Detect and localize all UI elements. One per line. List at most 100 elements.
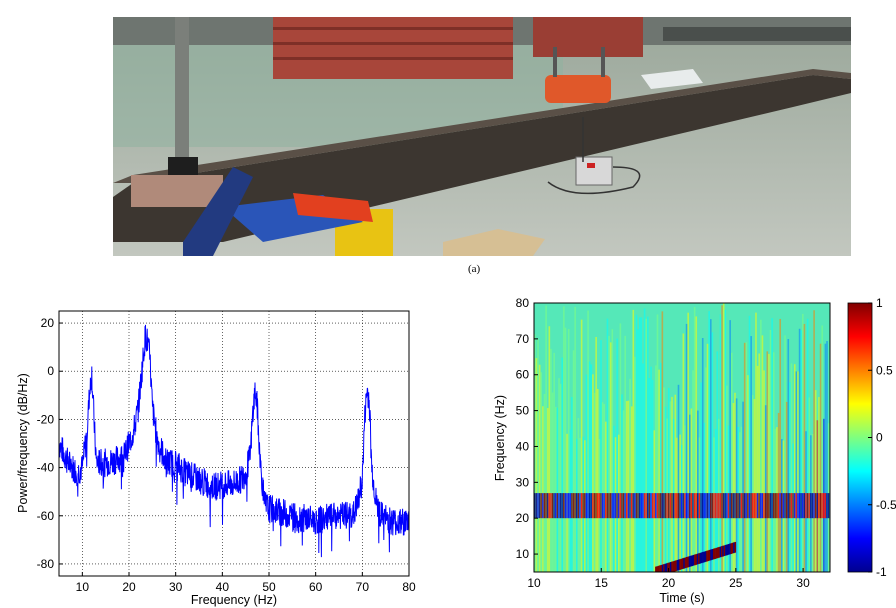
- spectrogram-chirp-cell: [673, 560, 676, 572]
- spectrogram-band-cell: [554, 493, 557, 519]
- spectrogram-chirp-cell: [710, 549, 712, 561]
- psd-xtick-label: 20: [122, 580, 136, 594]
- spectrogram-band-cell: [613, 493, 615, 519]
- spectrogram-band-cell: [587, 493, 589, 519]
- spectrogram-band-cell: [569, 493, 571, 519]
- spectrogram-band-cell: [745, 493, 747, 519]
- spectrogram-stripe: [674, 394, 677, 572]
- spectrogram-band-cell: [680, 493, 683, 519]
- spectrogram-band-cell: [538, 493, 541, 519]
- spectrogram-band-cell: [695, 493, 697, 519]
- spectrogram-band-cell: [590, 493, 592, 519]
- spectrogram-band-cell: [693, 493, 696, 519]
- spectrogram-band-cell: [816, 493, 818, 519]
- spectrogram-stripe: [655, 365, 657, 572]
- spectrogram-stripe: [768, 353, 770, 572]
- psd-xtick-label: 60: [309, 580, 323, 594]
- spectrogram-stripe: [643, 308, 646, 572]
- spectrogram-band-cell: [653, 493, 655, 519]
- spectrogram-stripe: [651, 379, 654, 572]
- spectrogram-band-cell: [559, 493, 562, 519]
- spectrogram-band-cell: [608, 493, 610, 519]
- spectrogram-ytick-label: 20: [516, 511, 530, 525]
- spectrogram-stripe: [743, 342, 746, 572]
- spectrogram-stripe: [760, 319, 762, 572]
- spectrogram-stripe: [647, 316, 649, 572]
- spectrogram-stripe: [803, 323, 806, 572]
- spectrogram-stripe: [766, 351, 769, 572]
- spectrogram-stripe: [645, 318, 648, 572]
- spectrogram-band-cell: [734, 493, 736, 519]
- spectrogram-chirp-cell: [657, 565, 660, 572]
- psd-xtick-label: 50: [262, 580, 276, 594]
- spectrogram-stripe: [624, 335, 627, 572]
- spectrogram-band-cell: [727, 493, 730, 519]
- spectrogram-stripe: [548, 326, 551, 572]
- spectrogram-band-cell: [750, 493, 752, 519]
- spectrogram-chirp-cell: [686, 556, 688, 568]
- spectrogram-chirp-cell: [694, 554, 696, 566]
- spectrogram-band-cell: [671, 493, 673, 519]
- spectrogram-stripe: [748, 315, 751, 572]
- spectrogram-chirp-cell: [695, 554, 698, 565]
- spectrogram-band-cell: [609, 493, 612, 519]
- spectrogram-chirp-cell: [730, 543, 733, 554]
- spectrogram-ytick-label: 50: [516, 404, 530, 418]
- spectrogram-stripe: [789, 382, 791, 572]
- spectrogram-stripe: [826, 341, 828, 572]
- spectrogram-stripe: [650, 366, 652, 572]
- spectrogram-stripe: [642, 363, 644, 572]
- spectrogram-stripe: [669, 401, 672, 572]
- spectrogram-stripe: [719, 314, 722, 572]
- spectrogram-stripe: [697, 410, 699, 572]
- spectrogram-stripe: [622, 410, 625, 572]
- spectrogram-stripe: [567, 329, 570, 572]
- spectrogram-band-cell: [575, 493, 578, 519]
- spectrogram-stripe: [790, 363, 793, 572]
- spectrogram-band-cell: [795, 493, 797, 519]
- spectrogram-band-cell: [782, 493, 785, 519]
- spectrogram-stripe: [758, 353, 761, 572]
- spectrogram-stripe: [787, 339, 790, 572]
- spectrogram-stripe: [537, 339, 539, 572]
- spectrogram-band-cell: [821, 493, 823, 519]
- spectrogram-band-cell: [709, 493, 712, 519]
- spectrogram-band-cell: [643, 493, 646, 519]
- psd-xtick-label: 40: [216, 580, 230, 594]
- spectrogram-band-cell: [711, 493, 713, 519]
- spectrogram-chirp-cell: [707, 550, 710, 562]
- spectrogram-stripe: [563, 306, 565, 572]
- spectrogram-band-cell: [616, 493, 618, 519]
- spectrogram-stripe: [626, 401, 628, 572]
- spectrogram-band-cell: [811, 493, 814, 519]
- spectrogram-band-cell: [698, 493, 701, 519]
- spectrogram-band-cell: [580, 493, 583, 519]
- psd-ytick-label: 20: [41, 316, 55, 330]
- spectrogram-stripe: [709, 319, 712, 572]
- spectrogram-stripe: [585, 374, 588, 572]
- spectrogram-stripe: [819, 343, 822, 572]
- spectrogram-band-cell: [682, 493, 684, 519]
- spectrogram-stripe: [661, 311, 664, 572]
- spectrogram-band-cell: [771, 493, 773, 519]
- spectrogram-band-cell: [566, 493, 568, 519]
- spectrogram-stripe: [685, 323, 688, 572]
- spectrogram-band-cell: [800, 493, 802, 519]
- spectrogram-stripe: [706, 343, 709, 572]
- spectrogram-band-cell: [716, 493, 718, 519]
- spectrogram-chirp-cell: [704, 551, 707, 562]
- spectrogram-stripe: [742, 401, 744, 572]
- spectrogram-stripe: [616, 338, 618, 572]
- spectrogram-band-cell: [584, 493, 586, 519]
- spectrogram-band-cell: [624, 493, 626, 519]
- spectrogram-stripe: [632, 309, 635, 572]
- spectrogram-stripe: [535, 358, 538, 572]
- spectrogram-band-cell: [706, 493, 709, 519]
- spectrogram-stripe: [721, 305, 723, 572]
- spectrogram-band-cell: [769, 493, 772, 519]
- spectrogram-band-cell: [697, 493, 699, 519]
- spectrogram-band-cell: [730, 493, 733, 519]
- spectrogram-stripe: [745, 342, 748, 572]
- spectrogram-stripe: [800, 330, 802, 572]
- red-stack-right: [533, 17, 643, 57]
